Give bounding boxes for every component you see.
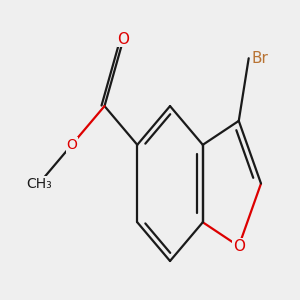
Text: O: O (66, 138, 77, 152)
Text: O: O (233, 239, 245, 254)
Text: Br: Br (252, 51, 268, 66)
Text: CH₃: CH₃ (26, 176, 52, 190)
Text: O: O (117, 32, 129, 46)
